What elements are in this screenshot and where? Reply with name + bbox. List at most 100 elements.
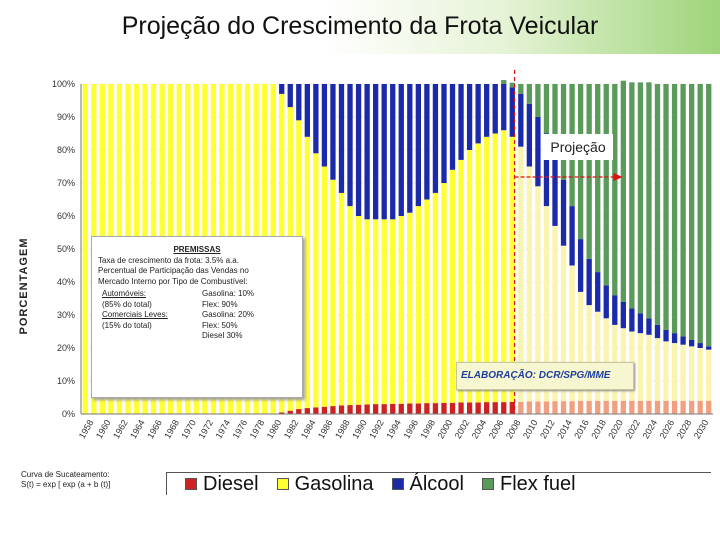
bar-diesel [466, 402, 473, 414]
bar-diesel [492, 402, 498, 414]
bar-gasolina [449, 169, 456, 403]
bar-diesel [518, 401, 524, 414]
x-tick-label: 1974 [214, 418, 233, 440]
bar-flexfuel [518, 84, 524, 94]
bar-diesel [501, 402, 507, 414]
bar-flexfuel [671, 84, 678, 334]
bar-gasolina [415, 206, 421, 404]
bar-gasolina [304, 136, 310, 409]
premissas-auto-flex: Flex: 90% [202, 299, 238, 309]
bar-flexfuel [509, 82, 515, 88]
legend-label-flex: Flex fuel [500, 472, 576, 495]
bar-diesel [526, 401, 533, 414]
x-tick-label: 2020 [606, 418, 625, 440]
bar-lcool [586, 258, 592, 306]
bar-diesel [296, 409, 302, 414]
bar-flexfuel [697, 84, 703, 344]
bar-lcool [492, 84, 498, 134]
bar-lcool [432, 84, 439, 193]
y-tick-label: 0% [62, 409, 75, 419]
x-tick-label: 1962 [111, 418, 130, 440]
bar-diesel [586, 400, 592, 414]
bar-flexfuel [552, 84, 558, 157]
bar-lcool [484, 84, 490, 137]
x-tick-label: 2028 [675, 418, 694, 440]
bar-flexfuel [612, 84, 618, 296]
bar-lcool [697, 343, 703, 348]
x-tick-label: 1992 [367, 418, 386, 440]
bar-gasolina [381, 219, 387, 405]
bar-lcool [535, 117, 541, 187]
bar-lcool [475, 84, 481, 144]
legend-label-diesel: Diesel [203, 472, 259, 495]
bar-diesel [364, 404, 370, 414]
legend-item-flex: Flex fuel [482, 473, 576, 496]
bar-gasolina [441, 183, 447, 403]
y-tick-label: 60% [57, 211, 75, 221]
bar-gasolina [330, 179, 336, 407]
y-tick-label: 80% [57, 145, 75, 155]
x-tick-label: 1972 [196, 418, 215, 440]
x-tick-label: 2022 [623, 418, 642, 440]
x-tick-label: 1998 [418, 418, 437, 440]
bar-diesel [449, 402, 456, 414]
bar-gasolina [680, 344, 686, 401]
bar-diesel [424, 403, 430, 414]
bar-lcool [338, 84, 345, 193]
x-tick-label: 2014 [555, 418, 574, 440]
legend-swatch-flex [482, 478, 494, 490]
bar-flexfuel [663, 84, 669, 330]
bar-flexfuel [629, 82, 635, 309]
x-tick-label: 1970 [179, 418, 198, 440]
bar-diesel [706, 400, 712, 414]
x-tick-label: 1978 [248, 418, 267, 440]
bar-gasolina [484, 136, 490, 403]
premissas-auto-gas: Gasolina: 10% [202, 289, 255, 298]
bar-lcool [355, 84, 362, 216]
title-bar [0, 0, 720, 54]
x-tick-label: 2008 [504, 418, 523, 440]
bar-flexfuel [501, 80, 507, 84]
bar-diesel [398, 403, 404, 414]
bar-gasolina [321, 166, 328, 407]
bar-flexfuel [560, 84, 567, 180]
x-tick-label: 1976 [231, 418, 250, 440]
legend-label-alcool: Álcool [409, 472, 464, 495]
y-tick-label: 40% [57, 277, 75, 287]
y-tick-label: 20% [57, 343, 75, 353]
bar-gasolina [637, 333, 644, 401]
bar-diesel [680, 400, 686, 414]
x-tick-label: 1980 [265, 418, 284, 440]
bar-lcool [629, 308, 635, 332]
bar-gasolina [518, 146, 524, 402]
bar-lcool [347, 84, 353, 207]
bar-gasolina [82, 84, 88, 414]
chart-legend: Diesel Gasolina Álcool Flex fuel [166, 472, 711, 495]
bar-diesel [484, 402, 490, 414]
bar-gasolina [535, 186, 541, 402]
bar-lcool [330, 84, 336, 180]
bar-lcool [458, 84, 464, 160]
slide-title: Projeção do Crescimento da Frota Veicula… [121, 12, 599, 40]
bar-gasolina [338, 192, 345, 406]
bar-gasolina [697, 348, 703, 401]
legend-swatch-alcool [391, 478, 404, 490]
bar-lcool [518, 93, 524, 147]
bar-lcool [509, 87, 515, 137]
bar-diesel [654, 400, 661, 414]
bar-diesel [287, 410, 293, 414]
x-tick-label: 1966 [145, 418, 164, 440]
bar-diesel [509, 401, 515, 414]
bar-lcool [603, 285, 609, 319]
bar-gasolina [569, 265, 575, 402]
bar-lcool [364, 84, 370, 220]
legend-label-gasolina: Gasolina [294, 472, 374, 495]
premissas-com-gas: Gasolina: 20% [202, 310, 255, 319]
y-tick-label: 70% [57, 178, 75, 188]
bar-gasolina [509, 136, 515, 402]
bar-flexfuel [586, 84, 592, 259]
bar-diesel [415, 403, 421, 414]
x-tick-label: 2024 [641, 418, 660, 440]
bar-gasolina [313, 153, 319, 408]
bar-lcool [560, 179, 567, 246]
